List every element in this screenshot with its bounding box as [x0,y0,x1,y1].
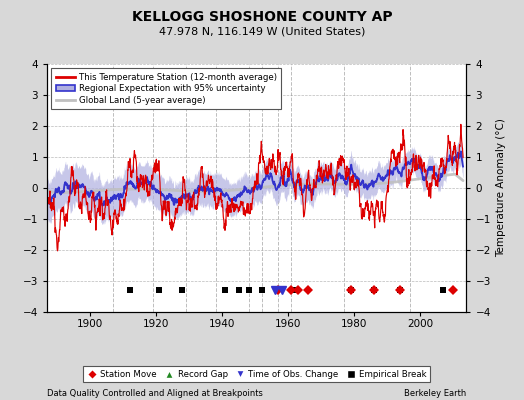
Y-axis label: Temperature Anomaly (°C): Temperature Anomaly (°C) [496,118,506,258]
Text: KELLOGG SHOSHONE COUNTY AP: KELLOGG SHOSHONE COUNTY AP [132,10,392,24]
Text: Data Quality Controlled and Aligned at Breakpoints: Data Quality Controlled and Aligned at B… [47,389,263,398]
Legend: Station Move, Record Gap, Time of Obs. Change, Empirical Break: Station Move, Record Gap, Time of Obs. C… [83,366,430,382]
Text: Berkeley Earth: Berkeley Earth [404,389,466,398]
Text: 47.978 N, 116.149 W (United States): 47.978 N, 116.149 W (United States) [159,26,365,36]
